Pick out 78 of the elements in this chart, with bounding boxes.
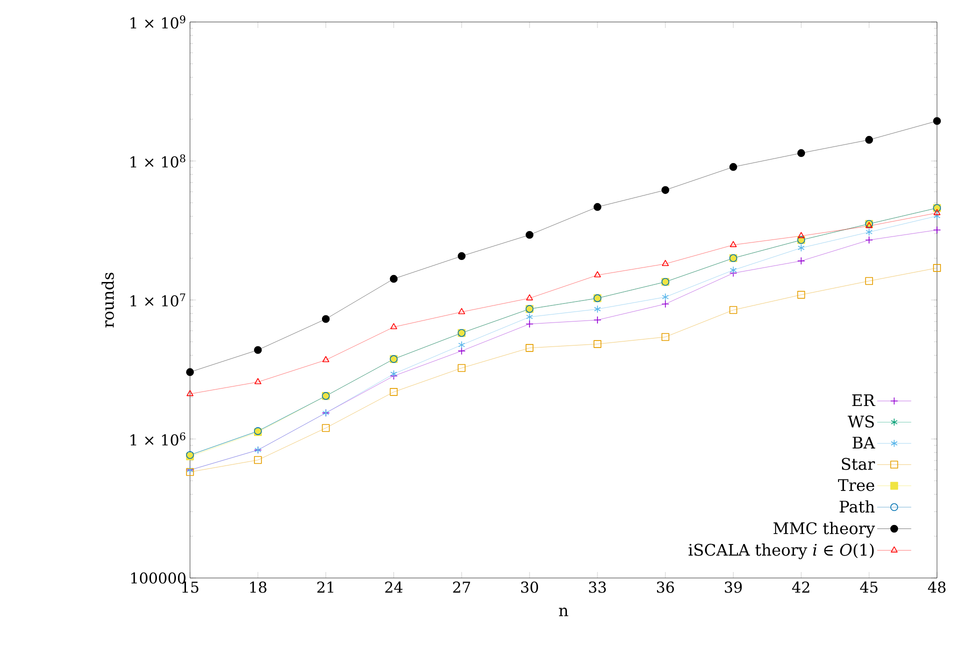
x-tick-label: 42 — [792, 582, 810, 593]
x-tick-label: 33 — [589, 582, 606, 593]
x-axis-title: n — [558, 608, 568, 616]
legend-label: ER — [852, 394, 876, 406]
point — [594, 316, 602, 324]
point — [322, 356, 330, 362]
legend-label: Path — [840, 500, 875, 513]
point — [390, 370, 398, 378]
x-tick-label: 36 — [657, 582, 674, 593]
point — [458, 364, 466, 372]
point — [730, 266, 737, 274]
y-tick-label: 100000 — [131, 572, 186, 584]
y-tick-label: 1 × 10$^{7}$ — [130, 293, 186, 307]
point — [662, 260, 669, 266]
legend-label: iSCALA theory i ∈ O(1) — [688, 544, 874, 560]
y-axis-title: rounds — [102, 272, 114, 328]
point — [186, 368, 194, 376]
point — [322, 315, 330, 323]
point — [322, 424, 330, 432]
point — [526, 344, 534, 352]
point — [526, 294, 533, 300]
point — [186, 390, 194, 396]
point — [390, 323, 398, 330]
y-tick-label: 1 × 10$^{9}$ — [130, 15, 186, 29]
point — [526, 230, 534, 239]
y-tick-label: 1 × 10$^{6}$ — [130, 432, 186, 446]
point — [458, 341, 466, 349]
y-tick-label: 1 × 10$^{8}$ — [130, 154, 186, 168]
x-tick-label: 48 — [928, 582, 946, 593]
legend-label: Tree — [838, 479, 874, 492]
point — [458, 347, 466, 355]
point — [458, 308, 466, 314]
point — [730, 241, 737, 248]
point — [661, 186, 670, 194]
point — [526, 313, 533, 321]
point — [254, 346, 262, 354]
point — [933, 117, 941, 125]
point — [526, 320, 534, 328]
point — [458, 252, 466, 260]
x-tick-label: 39 — [724, 582, 742, 593]
x-tick-label: 18 — [250, 582, 266, 593]
x-tick-label: 30 — [521, 582, 538, 593]
legend-label: WS — [848, 416, 874, 428]
legend-label: MMC theory — [774, 522, 875, 538]
point — [866, 222, 873, 228]
point — [798, 244, 805, 252]
point — [594, 305, 601, 313]
point — [729, 306, 738, 314]
legend-label: BA — [852, 436, 876, 448]
x-tick-label: 15 — [182, 582, 198, 593]
point — [254, 456, 262, 464]
point — [594, 203, 602, 211]
point — [594, 271, 601, 278]
point — [729, 163, 738, 171]
point — [934, 212, 940, 220]
point — [865, 236, 873, 244]
point — [594, 340, 602, 348]
point — [933, 226, 941, 234]
point — [254, 378, 262, 384]
point — [390, 274, 398, 283]
point — [390, 388, 398, 396]
x-tick-label: 27 — [453, 582, 470, 593]
point — [866, 228, 873, 236]
x-tick-label: 24 — [385, 582, 402, 593]
point — [797, 290, 806, 299]
point — [662, 293, 669, 301]
legend-label: Star — [842, 458, 875, 470]
point — [865, 136, 873, 144]
x-tick-label: 45 — [860, 582, 878, 593]
point — [661, 300, 670, 308]
point — [865, 277, 873, 285]
point — [934, 209, 940, 216]
point — [661, 333, 670, 341]
point — [797, 149, 806, 157]
point — [933, 264, 941, 272]
x-tick-label: 21 — [317, 582, 334, 593]
point — [798, 232, 805, 238]
point — [797, 257, 806, 265]
